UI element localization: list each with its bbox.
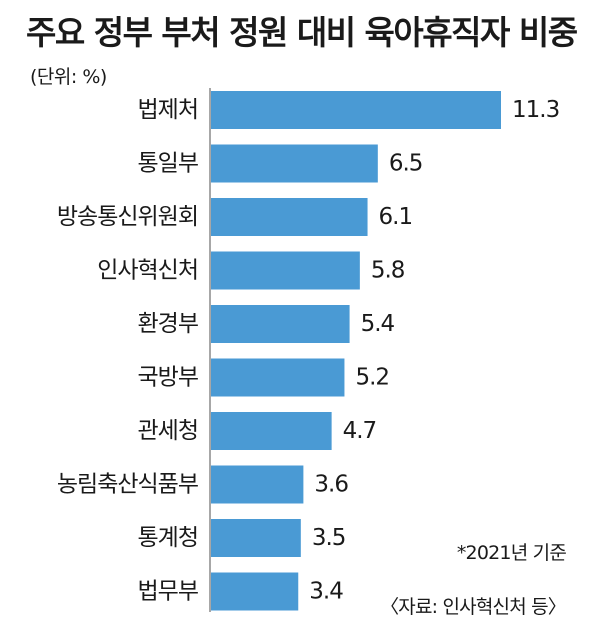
bar — [211, 519, 301, 557]
bar — [211, 251, 360, 290]
value-label: 4.7 — [343, 418, 377, 444]
chart-title: 주요 정부 부처 정원 대비 육아휴직자 비중 — [26, 13, 578, 52]
bar — [211, 358, 345, 397]
value-label: 5.4 — [361, 311, 395, 337]
bar — [211, 465, 304, 504]
category-label: 통계청 — [138, 525, 198, 551]
bar — [211, 572, 299, 611]
bar — [211, 412, 332, 450]
category-label: 관세청 — [138, 418, 198, 444]
value-label: 11.3 — [512, 97, 559, 123]
value-label: 5.2 — [355, 365, 389, 391]
bar — [211, 91, 501, 129]
bars-layer: 법제처 11.3 통일부 6.5 방송통신위원회 6.1 인사혁신처 5.8 환경부 5.4 국방부… — [57, 91, 560, 611]
category-label: 국방부 — [138, 365, 198, 391]
category-label: 농림축산식품부 — [57, 472, 198, 498]
unit-label: (단위: %) — [30, 66, 107, 88]
category-label: 인사혁신처 — [97, 258, 198, 284]
category-label: 법무부 — [138, 579, 198, 605]
value-label: 3.6 — [314, 472, 348, 498]
category-label: 통일부 — [138, 151, 198, 177]
value-label: 6.1 — [379, 204, 413, 230]
footnote-year: *2021년 기준 — [456, 542, 567, 564]
bar — [211, 305, 350, 343]
category-label: 방송통신위원회 — [57, 204, 198, 230]
category-label: 환경부 — [138, 311, 198, 337]
value-label: 6.5 — [389, 151, 423, 177]
source-note: 〈자료: 인사혁신처 등〉 — [380, 596, 567, 618]
category-label: 법제처 — [138, 97, 198, 123]
bar — [211, 198, 368, 236]
value-label: 3.5 — [312, 525, 346, 551]
bar — [211, 144, 378, 183]
value-label: 3.4 — [309, 579, 343, 605]
value-label: 5.8 — [371, 258, 405, 284]
